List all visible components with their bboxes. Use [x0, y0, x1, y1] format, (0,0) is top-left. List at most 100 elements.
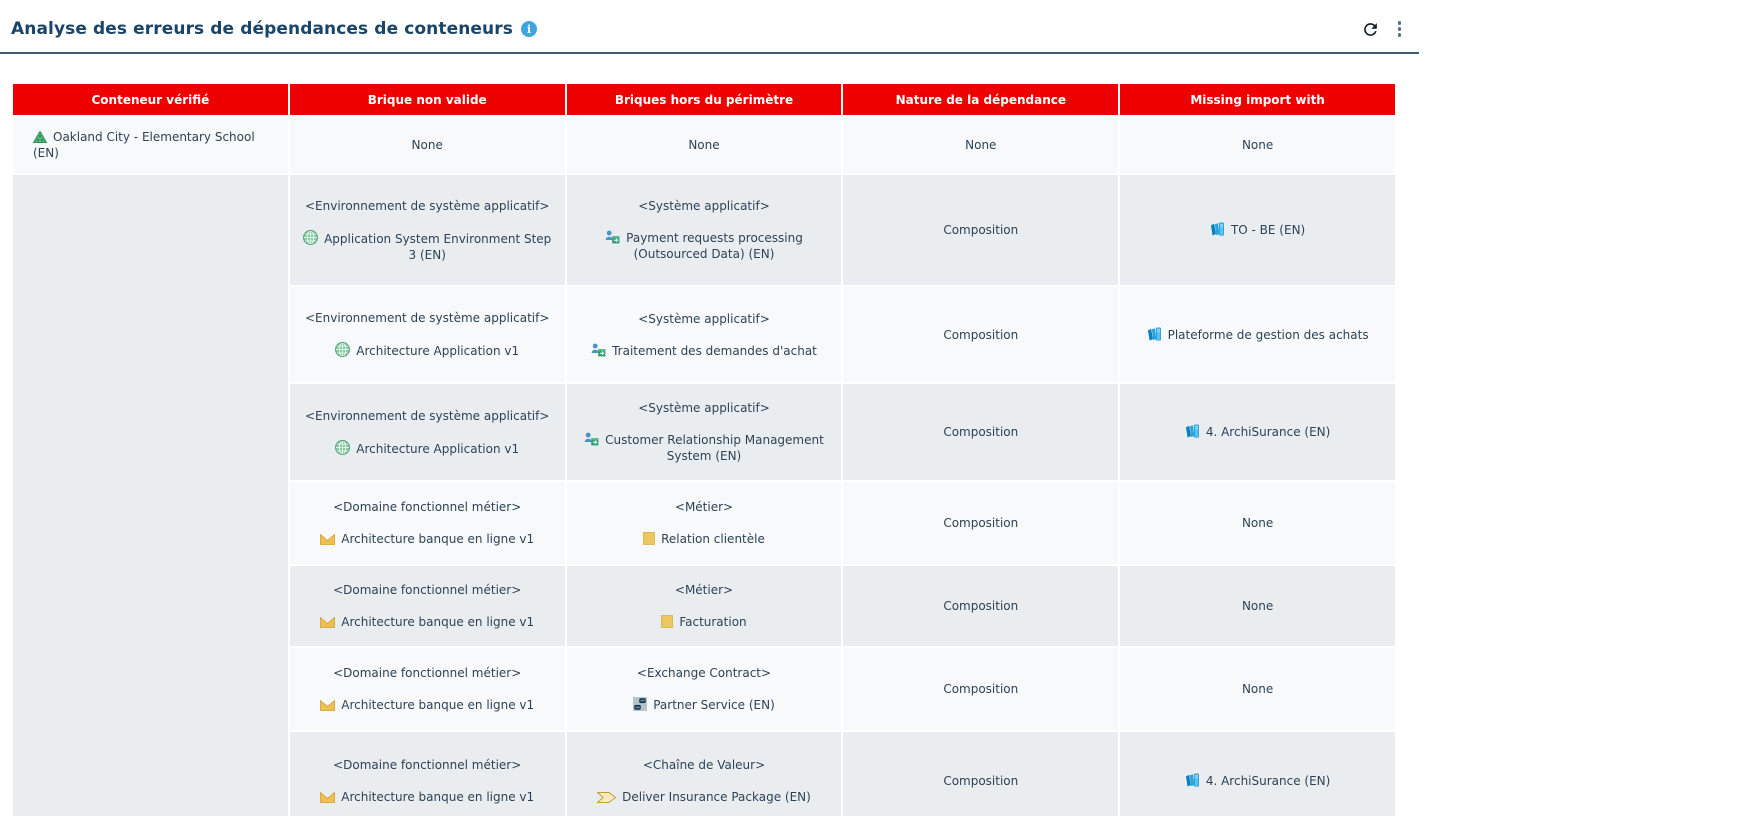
- table-body: Oakland City - Elementary School (EN) Non…: [11, 114, 1397, 816]
- out-of-scope-cell: None: [564, 114, 844, 176]
- element-name-line: Traitement des demandes d'achat: [579, 343, 830, 359]
- dependency-errors-table: Conteneur vérifié Brique non valide Brique…: [11, 82, 1397, 816]
- business-function-icon: [320, 534, 336, 546]
- info-icon[interactable]: i: [520, 21, 537, 37]
- dependency-nature-cell: Composition: [841, 173, 1121, 288]
- table-header-row: Conteneur vérifié Brique non valide Brique…: [11, 82, 1397, 117]
- element-name: 4. ArchiSurance (EN): [1205, 774, 1331, 789]
- business-function-icon: [320, 792, 336, 804]
- out-of-scope-cell-text: None: [688, 138, 720, 153]
- dependency-nature-cell-text: Composition: [943, 682, 1019, 697]
- app-system-icon: [584, 432, 599, 446]
- column-header-2: Briques hors du périmètre: [564, 82, 844, 117]
- out-of-scope-cell: <Métier> Facturation: [564, 564, 844, 649]
- element-name-line: Oakland City - Elementary School (EN): [32, 129, 280, 161]
- kebab-menu-icon[interactable]: [1394, 19, 1406, 39]
- out-of-scope-cell: <Système applicatif> Customer Relationshi…: [564, 382, 844, 483]
- element-name: Oakland City - Elementary School (EN): [33, 130, 255, 161]
- app-system-icon: [591, 343, 606, 357]
- element-type-label: <Métier>: [674, 583, 734, 598]
- container-empty-cell: [11, 173, 290, 816]
- element-name: Payment requests processing (Outsourced …: [626, 231, 803, 262]
- element-type-label: <Métier>: [674, 500, 734, 515]
- dependency-nature-cell: None: [841, 114, 1121, 176]
- missing-import-cell-text: None: [1241, 138, 1274, 153]
- element-name-line: Payment requests processing (Outsourced …: [579, 230, 830, 262]
- table-head: Conteneur vérifié Brique non valide Brique…: [11, 82, 1397, 117]
- element-name-line: 4. ArchiSurance (EN): [1132, 773, 1383, 789]
- element-name-line: Architecture banque en ligne v1: [302, 697, 553, 713]
- container-cell: Oakland City - Elementary School (EN): [11, 114, 290, 176]
- refresh-icon[interactable]: [1361, 20, 1380, 39]
- column-header-1: Brique non valide: [287, 82, 567, 117]
- element-name: Plateforme de gestion des achats: [1167, 327, 1369, 342]
- dependency-nature-cell-text: None: [965, 138, 997, 153]
- missing-import-cell-text: None: [1241, 516, 1274, 531]
- table-row: <Domaine fonctionnel métier> Architecture…: [12, 564, 1397, 649]
- table-row: Oakland City - Elementary School (EN) Non…: [11, 114, 1397, 176]
- element-type-label: <Système applicatif>: [638, 401, 770, 416]
- element-name: Traitement des demandes d'achat: [612, 343, 817, 358]
- element-name: Architecture banque en ligne v1: [341, 532, 535, 547]
- table-row: <Domaine fonctionnel métier> Architecture…: [12, 480, 1397, 567]
- globe-icon: [335, 342, 351, 358]
- element-name-line: Partner Service (EN): [579, 697, 830, 713]
- element-name-line: Architecture Application v1: [302, 342, 553, 359]
- element-name: Architecture banque en ligne v1: [341, 615, 535, 630]
- invalid-brick-cell: <Environnement de système applicatif> App…: [287, 173, 567, 288]
- model-books-icon: [1185, 773, 1200, 787]
- business-function-icon: [320, 617, 336, 629]
- invalid-brick-cell: <Environnement de système applicatif> Arc…: [287, 382, 567, 483]
- column-header-3: Nature de la dépendance: [841, 82, 1121, 117]
- app-system-icon: [605, 230, 620, 244]
- dependency-nature-cell: Composition: [841, 564, 1121, 649]
- element-name: 4. ArchiSurance (EN): [1205, 425, 1331, 440]
- element-type-label: <Exchange Contract>: [636, 666, 772, 681]
- missing-import-cell-text: None: [1241, 682, 1274, 697]
- element-name: Application System Environment Step 3 (E…: [324, 231, 552, 262]
- element-name: Architecture Application v1: [356, 344, 520, 359]
- element-name-line: TO - BE (EN): [1132, 222, 1383, 238]
- business-square-icon: [643, 532, 656, 546]
- globe-icon: [335, 439, 351, 455]
- out-of-scope-cell: <Exchange Contract> Partner Service (EN): [564, 646, 844, 733]
- missing-import-cell: None: [1118, 480, 1397, 567]
- missing-import-cell-text: None: [1241, 599, 1274, 614]
- element-name-line: Architecture banque en ligne v1: [302, 531, 553, 547]
- out-of-scope-cell: <Système applicatif> Payment requests pro…: [564, 173, 844, 288]
- page-title: Analyse des erreurs de dépendances de co…: [11, 19, 513, 39]
- missing-import-cell: 4. ArchiSurance (EN): [1118, 382, 1397, 483]
- missing-import-cell: None: [1118, 564, 1397, 649]
- element-type-label: <Domaine fonctionnel métier>: [333, 583, 522, 598]
- dependency-nature-cell-text: Composition: [943, 327, 1019, 342]
- title-wrap: Analyse des erreurs de dépendances de co…: [11, 19, 537, 39]
- element-type-label: <Système applicatif>: [638, 311, 770, 326]
- element-name-line: Facturation: [579, 614, 830, 630]
- exchange-contract-icon: [633, 697, 648, 712]
- globe-icon: [303, 229, 319, 245]
- element-type-label: <Environnement de système applicatif>: [304, 408, 550, 423]
- value-chain-icon: [596, 792, 617, 804]
- invalid-brick-cell: None: [287, 114, 567, 176]
- element-name-line: 4. ArchiSurance (EN): [1132, 424, 1383, 440]
- invalid-brick-cell: <Domaine fonctionnel métier> Architecture…: [287, 564, 567, 649]
- element-name: Architecture banque en ligne v1: [341, 698, 535, 713]
- element-name-line: Deliver Insurance Package (EN): [579, 789, 830, 805]
- element-name-line: Architecture Application v1: [302, 439, 553, 457]
- missing-import-cell: TO - BE (EN): [1118, 173, 1397, 288]
- missing-import-cell: None: [1118, 646, 1397, 733]
- dependency-nature-cell: Composition: [841, 285, 1121, 385]
- dependency-nature-cell-text: Composition: [943, 223, 1019, 238]
- invalid-brick-cell: <Domaine fonctionnel métier> Architecture…: [287, 730, 567, 816]
- element-type-label: <Domaine fonctionnel métier>: [333, 666, 522, 681]
- element-name: Customer Relationship Management System …: [605, 433, 824, 464]
- missing-import-cell: None: [1118, 114, 1397, 176]
- element-name: Partner Service (EN): [653, 698, 775, 713]
- table-row: <Domaine fonctionnel métier> Architecture…: [12, 730, 1397, 816]
- element-name-line: Architecture banque en ligne v1: [302, 614, 553, 630]
- org-tree-icon: [32, 130, 48, 143]
- element-name: Facturation: [679, 615, 747, 630]
- header-actions: [1361, 19, 1406, 39]
- dependency-nature-cell: Composition: [841, 730, 1121, 816]
- element-name: Architecture Application v1: [356, 441, 520, 456]
